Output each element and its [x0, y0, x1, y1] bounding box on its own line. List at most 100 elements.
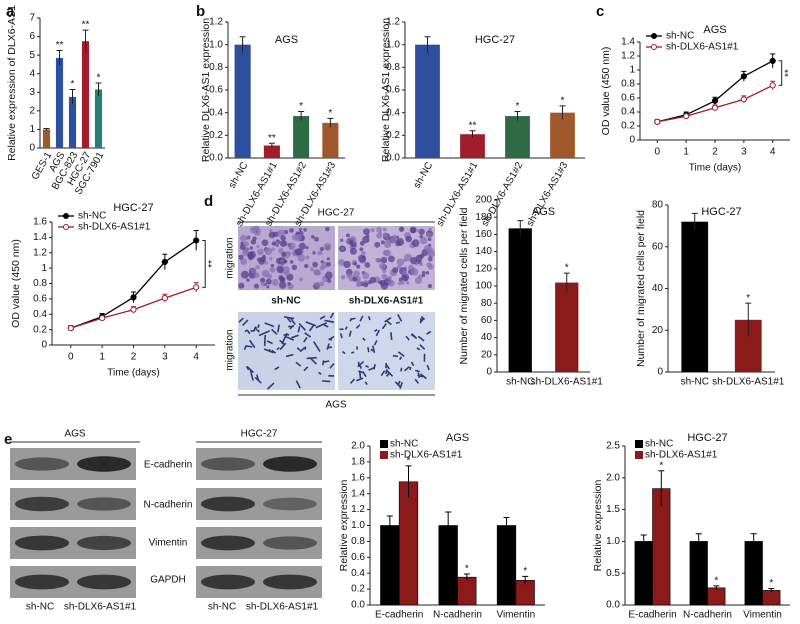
bar: [398, 481, 419, 606]
cell: [314, 236, 319, 242]
blot-band: [201, 457, 255, 471]
y-tick-label: 0.0: [606, 600, 620, 611]
y-tick-label: 1: [629, 65, 635, 76]
chart-title: HGC-27: [687, 432, 727, 444]
error-bar: [559, 105, 566, 120]
y-tick-label: 2.0: [351, 441, 365, 452]
image-label: AGS: [325, 400, 346, 411]
legend-label: sh-NC: [390, 439, 418, 450]
y-tick-label: 5: [29, 50, 35, 61]
cell: [298, 322, 306, 331]
chart-title: HGC-27: [113, 202, 153, 214]
blot-band: [201, 574, 255, 590]
x-tick-label: sh-DLX6-AS1#1: [531, 377, 604, 388]
cell: [358, 370, 362, 379]
cell: [387, 275, 392, 281]
legend-swatch: [635, 440, 643, 448]
y-tick-label: 0.8: [209, 62, 223, 73]
panel-label: d: [204, 193, 213, 210]
cell: [419, 373, 427, 380]
significance: *: [565, 263, 569, 274]
cell: [279, 281, 287, 289]
cell: [349, 239, 354, 244]
cell: [408, 264, 414, 271]
cell: [420, 315, 426, 321]
cell: [277, 324, 280, 333]
y-axis-label: Relative expression: [338, 480, 350, 572]
cell: [303, 366, 309, 372]
cell: [386, 320, 392, 326]
column-label: sh-NC: [271, 296, 300, 307]
cell: [299, 277, 304, 282]
bar: [744, 541, 763, 606]
micrograph: [338, 312, 435, 390]
y-axis-label: Number of migrated cells per field: [458, 207, 470, 364]
cell: [392, 354, 398, 358]
point: [130, 306, 137, 313]
y-tick-label: 1.2: [33, 247, 47, 258]
cell: [313, 269, 321, 276]
cell: [315, 322, 328, 329]
cell: [253, 272, 260, 279]
cell: [328, 338, 333, 341]
blot-title: HGC-27: [241, 429, 278, 440]
cell: [266, 273, 273, 280]
error-bar: [463, 573, 470, 581]
cell: [238, 254, 244, 260]
cell: [384, 317, 392, 323]
error-bar: [503, 517, 510, 534]
y-tick-label: 0.6: [209, 85, 223, 96]
cell: [397, 351, 405, 357]
error-bar: [691, 212, 698, 231]
cell: [318, 371, 322, 375]
cell: [240, 270, 249, 279]
cell: [288, 242, 296, 250]
y-tick-label: 0.4: [351, 568, 365, 579]
cell: [298, 242, 306, 250]
y-tick-label: 0.6: [351, 552, 365, 563]
cell: [417, 335, 425, 342]
x-tick-label: 2: [712, 147, 718, 158]
bar: [415, 44, 440, 158]
lane-label: sh-NC: [26, 602, 54, 613]
cell: [325, 271, 333, 280]
cell: [263, 334, 267, 347]
chart-title: AGS: [275, 34, 298, 46]
significance: *: [659, 460, 663, 471]
y-tick-label: 2.0: [606, 472, 620, 483]
cell: [245, 345, 253, 348]
cell: [264, 261, 268, 265]
cell: [345, 239, 350, 244]
cell: [355, 324, 361, 329]
panel-label: e: [4, 431, 12, 448]
bar: [380, 525, 400, 606]
x-tick-label: 0: [655, 147, 661, 158]
lane-label: sh-DLX6-AS1#1: [64, 602, 137, 613]
cell: [363, 282, 369, 288]
cell: [248, 339, 256, 349]
x-tick-label: sh-NC: [681, 377, 709, 388]
x-tick-label: sh-DLX6-AS1#1: [712, 377, 785, 388]
cell: [262, 254, 266, 259]
y-tick-label: 0.2: [209, 130, 223, 141]
bar: [689, 541, 708, 606]
y-tick-label: 0.4: [209, 107, 223, 118]
x-tick-label: 3: [162, 352, 168, 363]
x-tick-label: Vimentin: [496, 610, 535, 621]
x-tick-label: 2: [131, 352, 137, 363]
significance: *: [97, 73, 101, 84]
lane-label: sh-DLX6-AS1#1: [246, 602, 319, 613]
y-tick-label: 0.0: [209, 153, 223, 164]
significance: *: [561, 96, 565, 107]
cell: [295, 248, 303, 256]
significance: *: [714, 576, 718, 587]
cell: [279, 240, 287, 248]
cell: [253, 283, 260, 289]
cell: [375, 329, 381, 337]
cell: [257, 324, 260, 329]
y-axis-label: Number of migrated cells per field: [635, 210, 647, 367]
chart: 0.0 0.5 1.0 1.5 2.0 2.5 Relative expression HGC…: [592, 432, 790, 621]
y-tick-label: 1.0: [386, 39, 400, 50]
